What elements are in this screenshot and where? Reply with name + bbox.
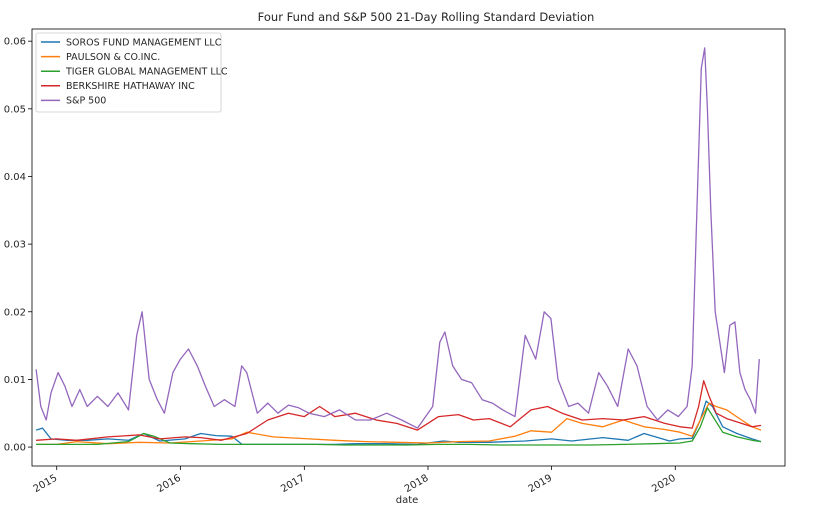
y-tick-label: 0.04 (4, 172, 26, 183)
legend-box (35, 32, 222, 113)
y-tick-label: 0.06 (4, 37, 26, 48)
y-tick-label: 0.03 (4, 240, 26, 251)
legend-label: BERKSHIRE HATHAWAY INC (66, 81, 195, 92)
legend-label: PAULSON & CO.INC. (66, 52, 160, 63)
legend-label: S&P 500 (66, 96, 106, 107)
x-tick-label: 2015 (32, 473, 60, 495)
legend: SOROS FUND MANAGEMENT LLC PAULSON & CO.IN… (35, 32, 228, 113)
legend-label: TIGER GLOBAL MANAGEMENT LLC (65, 67, 228, 78)
y-tick-label: 0.00 (4, 443, 26, 454)
x-tick-label: 2019 (527, 473, 555, 495)
y-tick-label: 0.02 (4, 307, 26, 318)
series-line-0 (35, 400, 762, 446)
y-tick-label: 0.01 (4, 375, 26, 386)
y-tick-label: 0.05 (4, 104, 26, 115)
series-line-3 (36, 380, 762, 441)
y-axis: 0.00 0.01 0.02 0.03 0.04 0.05 0.06 (4, 37, 32, 454)
chart-title: Four Fund and S&P 500 21-Day Rolling Sta… (258, 10, 595, 24)
x-tick-label: 2020 (650, 473, 678, 495)
x-axis-label: date (396, 495, 419, 506)
x-axis: 2015 2016 2017 2018 2019 2020 (32, 466, 678, 495)
legend-label: SOROS FUND MANAGEMENT LLC (66, 37, 222, 48)
series-lines (35, 47, 762, 446)
x-tick-label: 2016 (155, 473, 183, 495)
plot-area-frame (31, 28, 786, 467)
series-line-2 (36, 407, 762, 446)
series-line-4 (35, 47, 760, 429)
x-tick-label: 2017 (279, 473, 307, 495)
series-line-1 (36, 402, 762, 446)
x-tick-label: 2018 (403, 473, 431, 495)
